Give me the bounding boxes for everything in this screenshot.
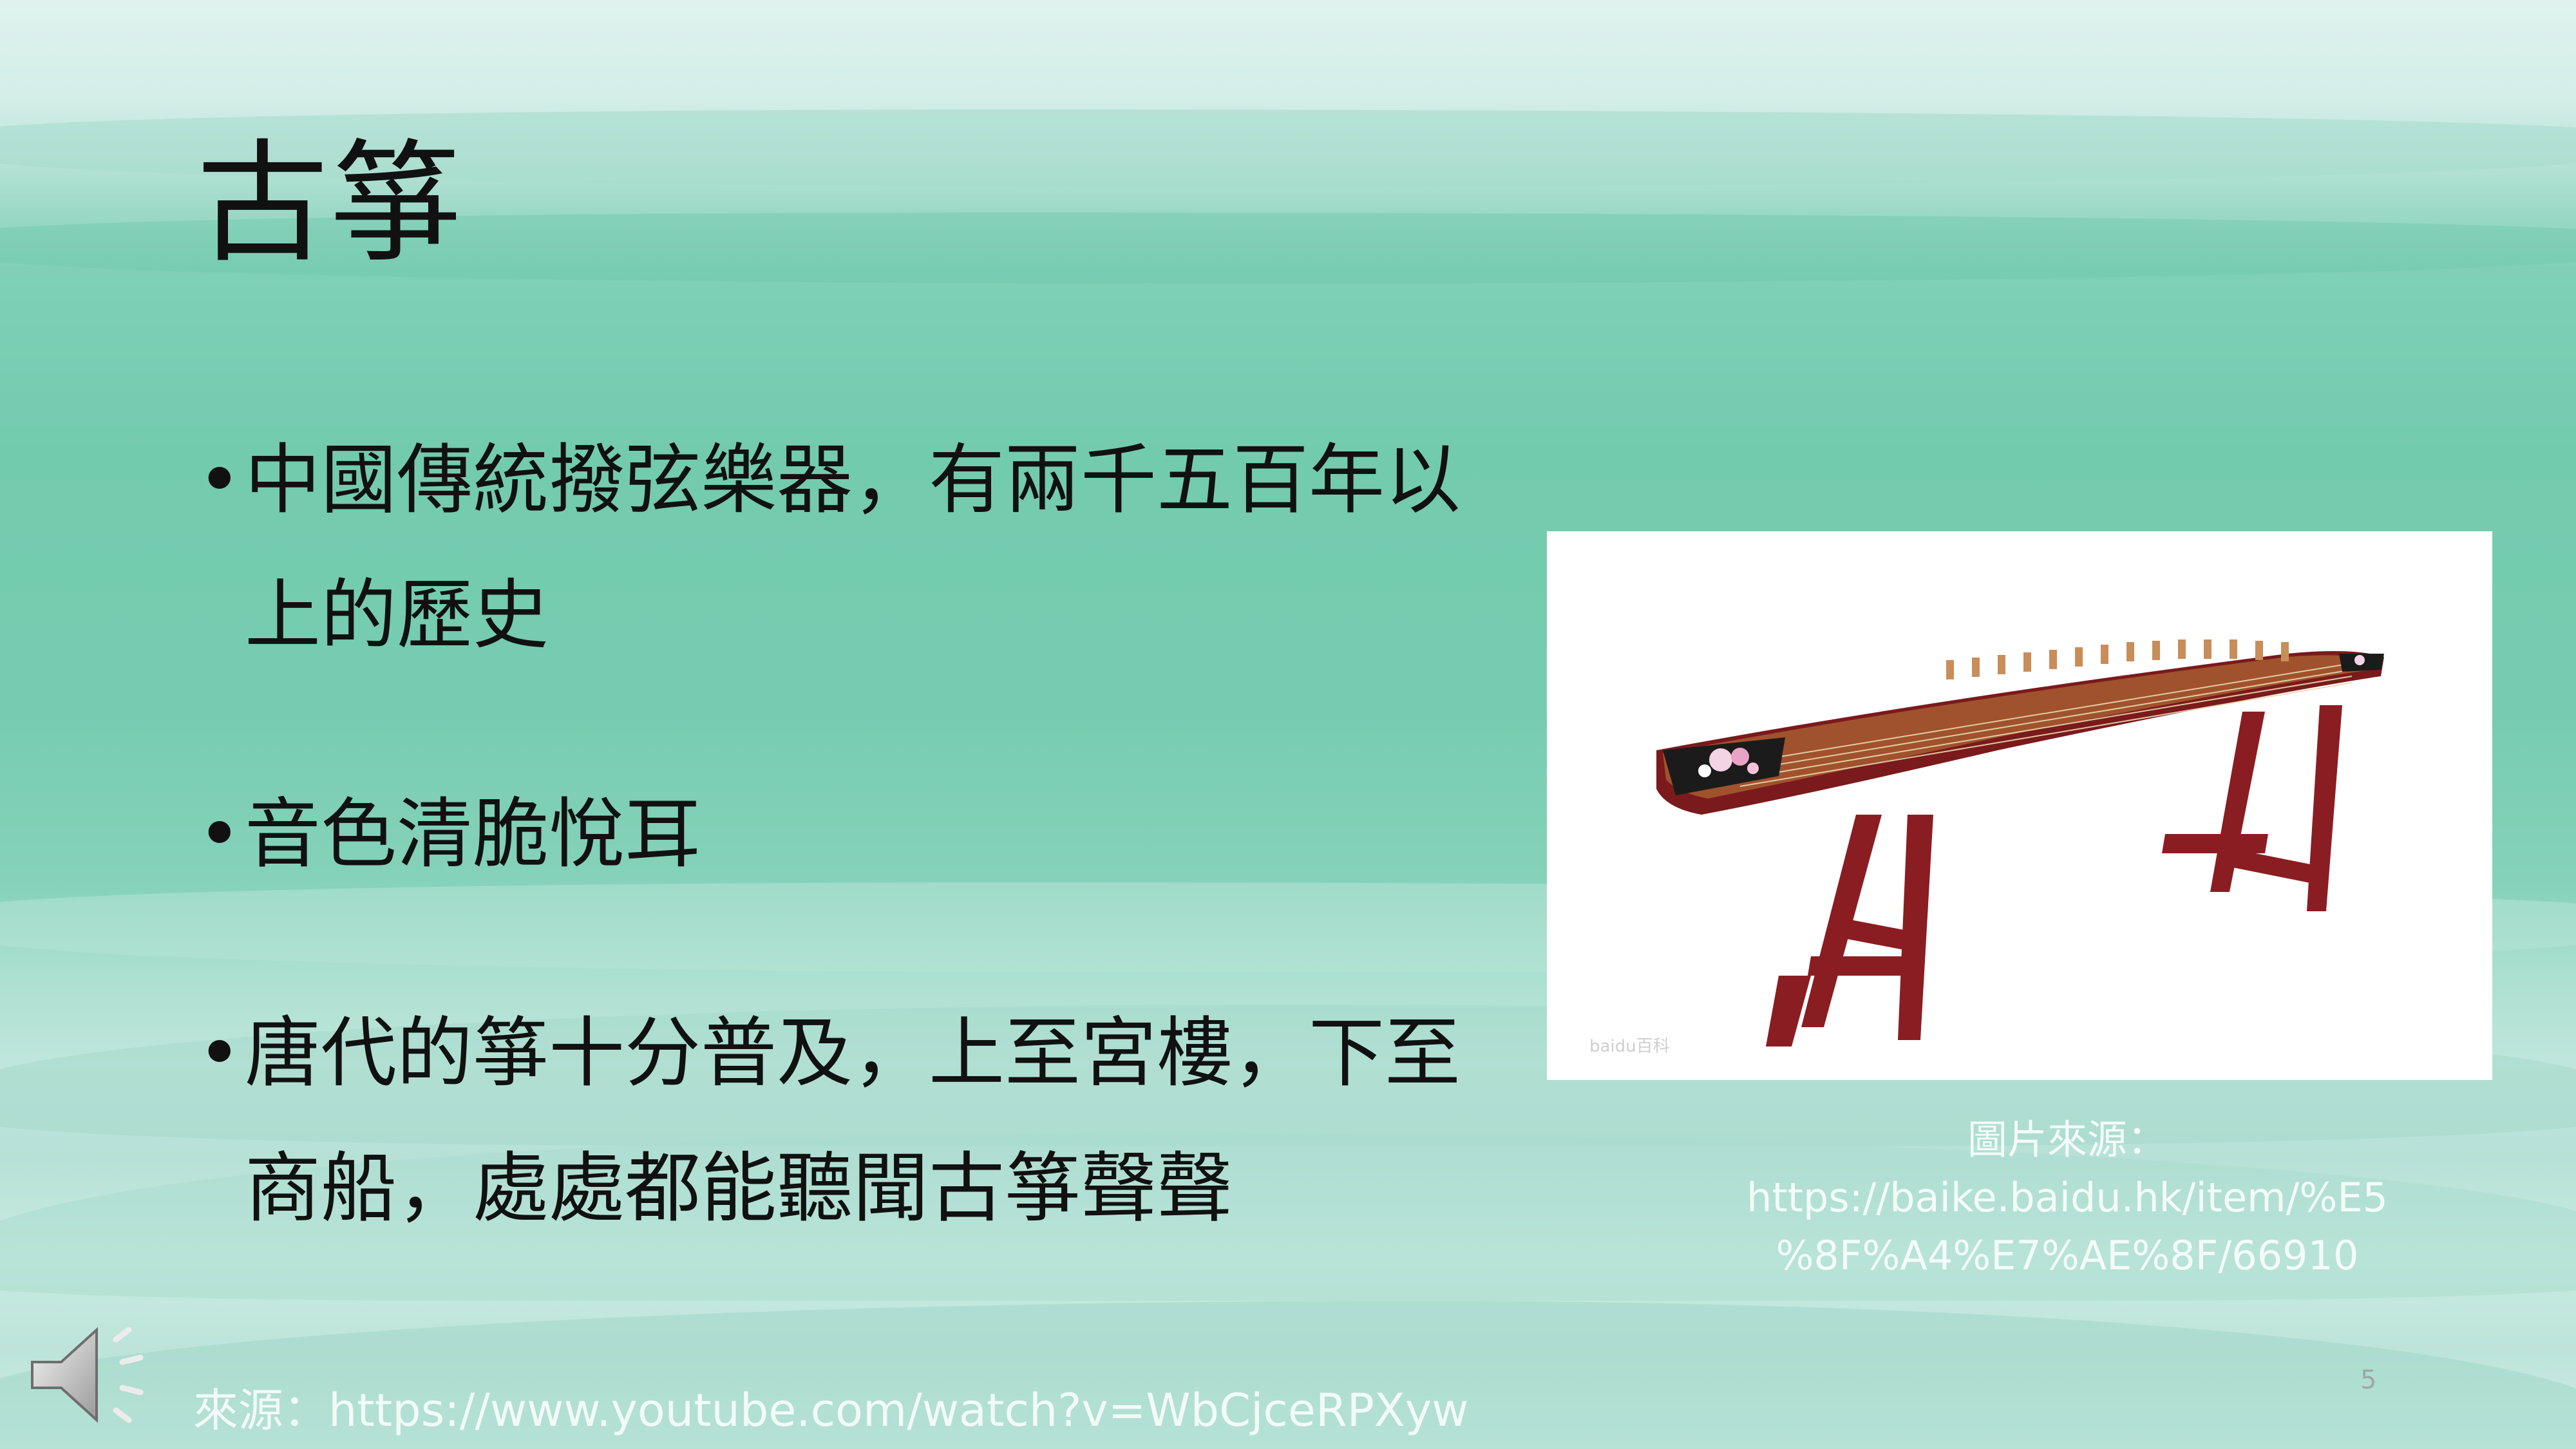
speaker-icon[interactable]: [26, 1314, 155, 1436]
stand-leg: [1898, 815, 1933, 1040]
source-link[interactable]: 來源：https://www.youtube.com/watch?v=WbCjc…: [193, 1384, 1469, 1437]
slide-title: 古箏: [196, 128, 463, 281]
stand-brace: [1837, 918, 1908, 950]
bullet-item: 音色清脆悅耳: [193, 766, 1481, 902]
bullet-item: 中國傳統撥弦樂器，有兩千五百年以 上的歷史: [193, 412, 1481, 683]
bullet-list: 中國傳統撥弦樂器，有兩千五百年以 上的歷史 音色清脆悅耳 唐代的箏十分普及，上至…: [193, 412, 1481, 1340]
bullet-text: 上的歷史: [245, 571, 549, 659]
image-watermark: baidu百科: [1589, 1037, 1670, 1056]
bullet-text: 音色清脆悅耳: [245, 790, 701, 878]
stand-foot: [1766, 976, 1811, 1046]
image-credit: 圖片來源： https://baike.baidu.hk/item/%E5 %8…: [1700, 1111, 2434, 1285]
brush-band: [0, 109, 2576, 187]
bullet-text: 商船，處處都能聽聞古箏聲聲: [245, 1144, 1233, 1233]
brush-band: [0, 213, 2576, 283]
page-number: 5: [2360, 1365, 2377, 1395]
guzheng-illustration: [1656, 639, 2384, 1046]
bullet-text: 中國傳統撥弦樂器，有兩千五百年以: [245, 435, 1461, 524]
image-credit-label: 圖片來源：: [1967, 1116, 2167, 1163]
image-credit-url[interactable]: %8F%A4%E7%AE%8F/66910: [1776, 1232, 2359, 1279]
bullet-text: 唐代的箏十分普及，上至宮樓，下至: [245, 1009, 1461, 1097]
stand-brace: [1808, 956, 1917, 976]
soundboard: [1663, 655, 2374, 799]
stand-brace: [2220, 847, 2320, 884]
stand-leg: [2307, 705, 2342, 911]
image-credit-url[interactable]: https://baike.baidu.hk/item/%E5: [1747, 1174, 2388, 1221]
bullet-item: 唐代的箏十分普及，上至宮樓，下至 商船，處處都能聽聞古箏聲聲: [193, 985, 1481, 1256]
stand-brace: [2162, 834, 2268, 853]
guzheng-photo: baidu百科: [1547, 531, 2492, 1080]
